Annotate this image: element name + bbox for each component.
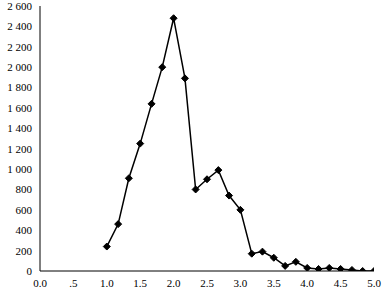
svg-text:2 600: 2 600 [8, 0, 33, 12]
svg-text:2.0: 2.0 [167, 277, 181, 289]
svg-text:400: 400 [16, 224, 33, 236]
svg-text:2.5: 2.5 [200, 277, 214, 289]
svg-text:3.5: 3.5 [267, 277, 281, 289]
svg-text:4.0: 4.0 [300, 277, 314, 289]
svg-text:1.0: 1.0 [100, 277, 114, 289]
svg-text:1.5: 1.5 [133, 277, 147, 289]
svg-text:3.0: 3.0 [234, 277, 248, 289]
svg-text:1 000: 1 000 [8, 163, 33, 175]
svg-text:2 400: 2 400 [8, 20, 33, 32]
svg-text:2 000: 2 000 [8, 61, 33, 73]
svg-text:1 800: 1 800 [8, 81, 33, 93]
svg-text:0.0: 0.0 [33, 277, 47, 289]
svg-text:800: 800 [16, 183, 33, 195]
svg-text:0: 0 [27, 265, 33, 277]
svg-text:4.5: 4.5 [334, 277, 348, 289]
svg-text:.5: .5 [69, 277, 78, 289]
svg-text:1 600: 1 600 [8, 102, 33, 114]
svg-text:1 200: 1 200 [8, 143, 33, 155]
svg-text:600: 600 [16, 204, 33, 216]
svg-text:5.0: 5.0 [367, 277, 378, 289]
svg-text:200: 200 [16, 245, 33, 257]
svg-text:2 200: 2 200 [8, 41, 33, 53]
svg-text:1 400: 1 400 [8, 122, 33, 134]
